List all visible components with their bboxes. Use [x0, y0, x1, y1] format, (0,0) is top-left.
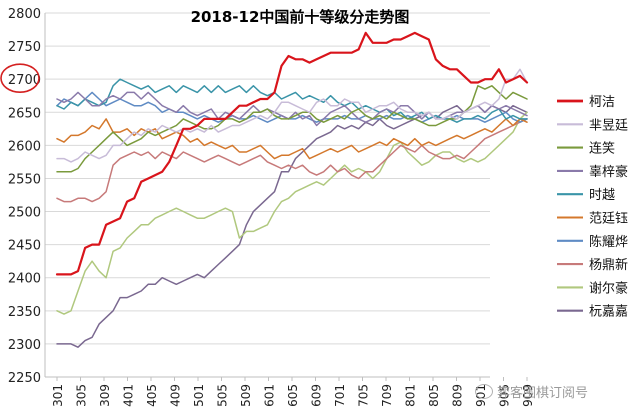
legend-label: 柯洁: [589, 95, 615, 110]
wechat-icon: [475, 384, 493, 399]
x-tick-label: 401: [122, 384, 136, 407]
series-line-9: [56, 111, 528, 315]
legend-label: 辜梓豪: [589, 164, 628, 180]
x-tick-label: 301: [51, 384, 65, 407]
chart-title: 2018-12中国前十等级分走势图: [191, 8, 410, 26]
y-tick-label: 2450: [8, 239, 41, 254]
legend-label: 杬嘉嘉: [589, 305, 628, 320]
x-tick-label: 705: [357, 384, 371, 407]
x-tick-label: 609: [310, 384, 324, 407]
x-tick-label: 809: [451, 384, 465, 407]
highlight-circle: [0, 63, 40, 93]
x-tick-label: 605: [286, 384, 300, 407]
watermark: 弈客围棋订阅号: [475, 382, 588, 401]
x-tick-label: 709: [380, 384, 394, 407]
x-tick-label: 505: [216, 384, 230, 407]
series-line-2: [56, 68, 528, 163]
y-tick-label: 2350: [8, 305, 41, 320]
y-tick-label: 2250: [8, 371, 41, 386]
y-tick-label: 2300: [8, 338, 41, 353]
legend-label: 范廷钰: [589, 212, 628, 227]
x-tick-label: 509: [239, 384, 253, 407]
legend-label: 连笑: [589, 141, 615, 157]
series-line-1: [55, 31, 529, 276]
legend-label: 陈耀烨: [589, 234, 628, 250]
x-tick-label: 909: [521, 384, 535, 407]
x-tick-label: 409: [169, 384, 183, 407]
y-axis-ticks: 2250 2300 2350 2400 2450 2500 2550 2600 2650 2700…: [8, 7, 41, 386]
x-tick-label: 501: [192, 384, 206, 407]
y-tick-label: 2600: [8, 139, 41, 154]
series-lines: [55, 31, 529, 348]
series-line-10: [56, 104, 528, 348]
y-tick-label: 2750: [8, 40, 41, 55]
y-tick-label: 2550: [8, 172, 41, 187]
y-tick-label: 2650: [8, 106, 41, 121]
y-tick-label: 2500: [8, 206, 41, 221]
watermark-text: 弈客围棋订阅号: [497, 386, 589, 401]
legend-label: 谢尔豪: [589, 280, 628, 296]
legend-label: 时越: [589, 188, 615, 203]
x-tick-label: 801: [404, 384, 418, 407]
series-line-3: [56, 85, 528, 173]
x-tick-label: 405: [145, 384, 159, 407]
x-tick-label: 305: [75, 384, 89, 407]
y-tick-label: 2400: [8, 272, 41, 287]
x-tick-label: 905: [498, 384, 512, 407]
series-line-6: [56, 118, 528, 160]
x-tick-label: 309: [98, 384, 112, 407]
x-tick-label: 601: [263, 384, 277, 407]
x-tick-label: 701: [333, 384, 347, 407]
y-tick-label: 2700: [8, 73, 41, 88]
series-line-8: [56, 118, 528, 203]
legend-label: 芈昱廷: [589, 118, 628, 133]
y-tick-label: 2800: [8, 7, 41, 22]
gridlines: [44, 12, 490, 378]
legend-label: 杨鼎新: [589, 257, 628, 273]
x-tick-label: 805: [427, 384, 441, 407]
